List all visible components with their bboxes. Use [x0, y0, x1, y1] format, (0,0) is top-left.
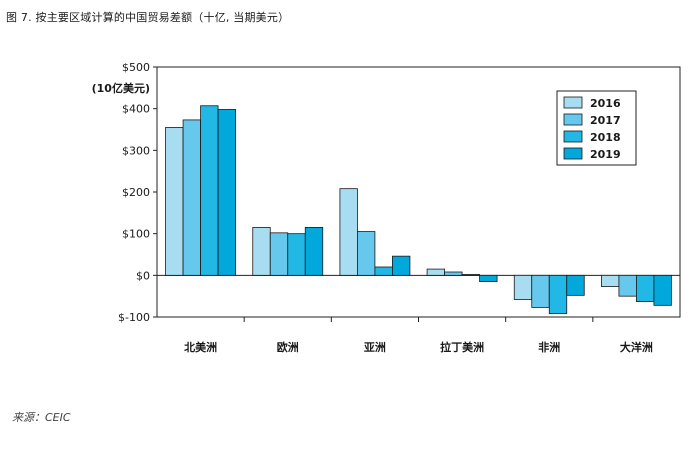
bar-2018-4: [548, 274, 568, 315]
bar-2016-4: [513, 274, 533, 300]
x-category-label: 拉丁美洲: [440, 340, 484, 354]
bar-2016-2: [339, 188, 358, 276]
y-tick-label: $400: [122, 103, 150, 116]
x-category-label: 欧洲: [277, 340, 299, 354]
bar-2019-2: [392, 255, 411, 276]
source-note: 来源：CEIC: [12, 411, 71, 424]
legend-swatch-2017: [563, 113, 583, 126]
bar-2017-1: [269, 232, 289, 276]
bar-2017-5: [618, 274, 637, 297]
legend-swatch-2016: [563, 96, 583, 109]
y-axis-unit-label: (10亿美元): [92, 81, 150, 95]
bar-2016-0: [165, 127, 184, 276]
bar-2019-1: [304, 227, 324, 276]
legend-label-2017: 2017: [590, 114, 621, 127]
bar-2019-4: [566, 274, 585, 296]
x-category-label: 亚洲: [364, 341, 386, 354]
y-tick-label: $100: [122, 228, 150, 241]
plot-area: $-100 $0 $100 $200 $300 $400 $500 (10亿美元) 北美洲 欧洲 亚…: [92, 61, 681, 354]
bar-2018-3: [461, 274, 480, 276]
y-tick-label: $200: [122, 186, 150, 199]
y-tick-label: $0: [136, 269, 150, 282]
bar-2018-1: [287, 233, 306, 276]
bar-2019-0: [217, 109, 236, 276]
legend-label-2018: 2018: [590, 131, 621, 144]
bar-2016-1: [252, 227, 271, 276]
bar-2017-2: [357, 231, 376, 276]
x-category-label: 北美洲: [184, 340, 217, 354]
legend-swatch-2019: [563, 147, 583, 160]
bar-2018-2: [374, 266, 393, 276]
bar-2019-3: [479, 274, 498, 282]
bar-2017-3: [444, 271, 463, 276]
legend-label-2016: 2016: [590, 97, 621, 110]
bar-2018-5: [636, 274, 655, 302]
y-tick-label: $-100: [118, 311, 150, 324]
bar-2018-0: [200, 105, 219, 276]
bar-2016-5: [601, 274, 620, 287]
legend-label-2019: 2019: [590, 148, 621, 161]
y-tick-label: $500: [122, 61, 150, 74]
bar-2017-0: [182, 119, 201, 276]
bar-2019-5: [653, 274, 672, 306]
chart-title: 图 7. 按主要区域计算的中国贸易差额（十亿, 当期美元）: [6, 11, 290, 24]
legend-swatch-2018: [563, 130, 583, 143]
x-category-label: 非洲: [538, 340, 560, 354]
bar-2017-4: [531, 274, 550, 308]
y-tick-label: $300: [122, 144, 150, 157]
bar-2016-3: [426, 268, 445, 276]
x-category-label: 大洋洲: [620, 340, 653, 354]
